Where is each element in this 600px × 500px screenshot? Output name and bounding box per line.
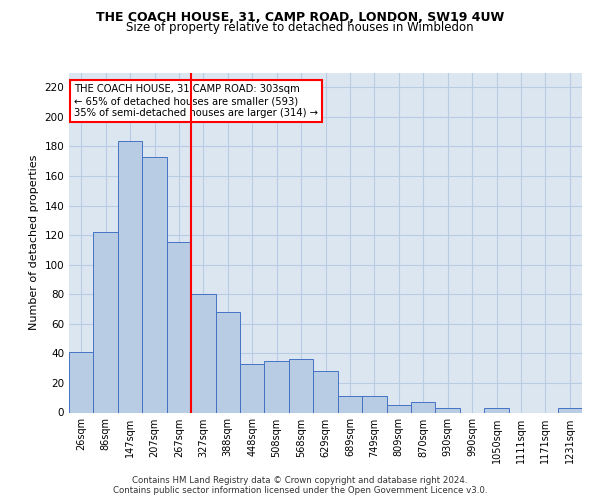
Bar: [191, 294, 215, 412]
Bar: [411, 402, 436, 412]
Text: THE COACH HOUSE, 31, CAMP ROAD, LONDON, SW19 4UW: THE COACH HOUSE, 31, CAMP ROAD, LONDON, …: [96, 11, 504, 24]
Bar: [289, 360, 313, 412]
Bar: [386, 405, 411, 412]
Bar: [484, 408, 509, 412]
Bar: [436, 408, 460, 412]
Bar: [338, 396, 362, 412]
Text: Contains HM Land Registry data © Crown copyright and database right 2024.: Contains HM Land Registry data © Crown c…: [132, 476, 468, 485]
Bar: [240, 364, 265, 412]
Text: Size of property relative to detached houses in Wimbledon: Size of property relative to detached ho…: [126, 22, 474, 35]
Bar: [215, 312, 240, 412]
Bar: [118, 140, 142, 412]
Y-axis label: Number of detached properties: Number of detached properties: [29, 155, 39, 330]
Bar: [142, 157, 167, 412]
Text: THE COACH HOUSE, 31 CAMP ROAD: 303sqm
← 65% of detached houses are smaller (593): THE COACH HOUSE, 31 CAMP ROAD: 303sqm ← …: [74, 84, 318, 117]
Bar: [557, 408, 582, 412]
Text: Contains public sector information licensed under the Open Government Licence v3: Contains public sector information licen…: [113, 486, 487, 495]
Bar: [313, 371, 338, 412]
Bar: [167, 242, 191, 412]
Bar: [265, 361, 289, 412]
Bar: [94, 232, 118, 412]
Bar: [362, 396, 386, 412]
Bar: [69, 352, 94, 412]
